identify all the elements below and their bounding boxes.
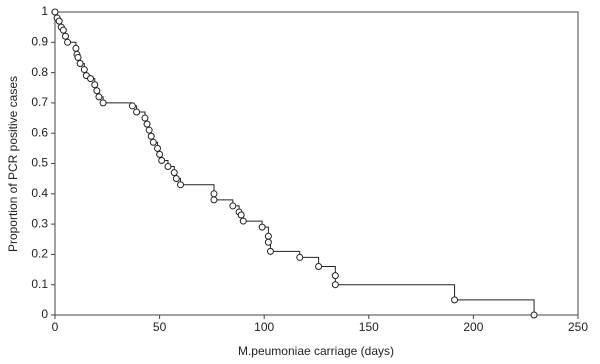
data-point xyxy=(331,272,339,280)
data-point xyxy=(158,156,166,164)
data-point xyxy=(331,281,339,289)
data-point xyxy=(87,75,95,83)
data-point xyxy=(59,26,67,34)
y-tick-label: 0.2 xyxy=(31,247,48,261)
data-point xyxy=(133,108,141,116)
data-point xyxy=(210,196,218,204)
data-point xyxy=(296,253,304,261)
data-point xyxy=(95,93,103,101)
x-tick-label: 0 xyxy=(52,320,59,334)
data-point xyxy=(156,150,164,158)
x-tick-label: 150 xyxy=(359,320,379,334)
step xyxy=(335,284,456,300)
x-tick-label: 250 xyxy=(568,320,588,334)
data-point xyxy=(210,190,218,198)
data-point xyxy=(147,132,155,140)
data-point xyxy=(451,296,459,304)
data-point xyxy=(239,217,247,225)
data-point xyxy=(80,66,88,74)
y-tick-label: 0.3 xyxy=(31,216,48,230)
data-point xyxy=(172,175,180,183)
x-tick-label: 50 xyxy=(153,320,167,334)
data-point xyxy=(154,144,162,152)
data-point xyxy=(93,87,101,95)
data-point xyxy=(61,32,69,40)
y-tick-label: 0.6 xyxy=(31,125,48,139)
y-tick-label: 0.9 xyxy=(31,34,48,48)
x-axis-label: M.peumoniae carriage (days) xyxy=(238,344,394,358)
data-point xyxy=(264,238,272,246)
data-point xyxy=(530,311,538,319)
step xyxy=(454,299,535,315)
data-point xyxy=(177,181,185,189)
data-point xyxy=(164,163,172,171)
data-point xyxy=(141,114,149,122)
data-point xyxy=(145,126,153,134)
data-point xyxy=(266,247,274,255)
data-point xyxy=(264,232,272,240)
y-tick-label: 0.7 xyxy=(31,95,48,109)
y-axis-label: Proportion of PCR positive cases xyxy=(6,76,20,252)
data-point xyxy=(315,263,323,271)
data-point xyxy=(128,102,136,110)
y-tick-label: 0.4 xyxy=(31,186,48,200)
data-point xyxy=(237,211,245,219)
data-point xyxy=(229,202,237,210)
data-point xyxy=(76,60,84,68)
x-tick-label: 100 xyxy=(254,320,274,334)
data-point xyxy=(74,53,82,61)
data-point xyxy=(143,120,151,128)
data-point xyxy=(72,44,80,52)
data-point xyxy=(170,169,178,177)
x-tick-label: 200 xyxy=(463,320,483,334)
y-tick-label: 0.1 xyxy=(31,277,48,291)
data-point xyxy=(149,138,157,146)
data-point xyxy=(91,81,99,89)
plot-frame xyxy=(54,11,579,316)
data-point xyxy=(99,99,107,107)
y-tick-label: 0.5 xyxy=(31,156,48,170)
y-tick-label: 0.8 xyxy=(31,65,48,79)
y-tick-label: 0 xyxy=(41,307,48,321)
data-point xyxy=(55,17,63,25)
data-point xyxy=(51,8,59,16)
y-tick-label: 1 xyxy=(41,4,48,18)
data-point xyxy=(64,38,72,46)
data-point xyxy=(258,223,266,231)
